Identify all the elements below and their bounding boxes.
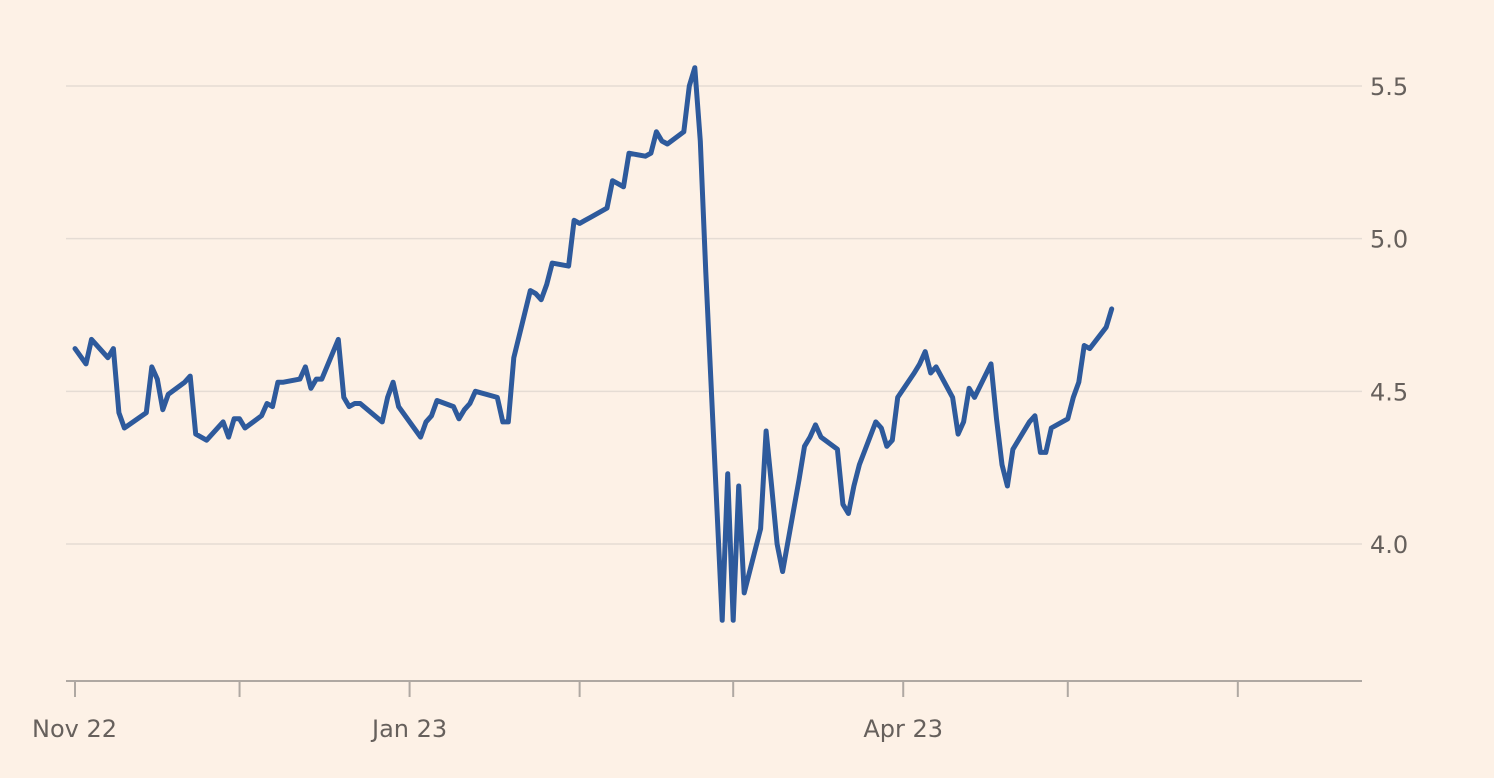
y-tick-label-0: 5.5 xyxy=(1370,73,1408,101)
gridlines xyxy=(66,85,1362,545)
y-tick-label-2: 4.5 xyxy=(1370,378,1408,406)
x-axis: Nov 22 Jan 23 Apr 23 xyxy=(32,680,1362,743)
x-tick-label-0: Nov 22 xyxy=(32,715,117,743)
y-tick-label-1: 5.0 xyxy=(1370,226,1408,254)
series-line-0 xyxy=(72,65,1115,623)
y-tick-label-3: 4.0 xyxy=(1370,531,1408,559)
series-layer xyxy=(72,65,1115,623)
x-tick-label-5: Apr 23 xyxy=(863,715,943,743)
y-axis-labels: 5.5 5.0 4.5 4.0 xyxy=(1370,73,1408,559)
x-tick-label-2: Jan 23 xyxy=(370,715,447,743)
